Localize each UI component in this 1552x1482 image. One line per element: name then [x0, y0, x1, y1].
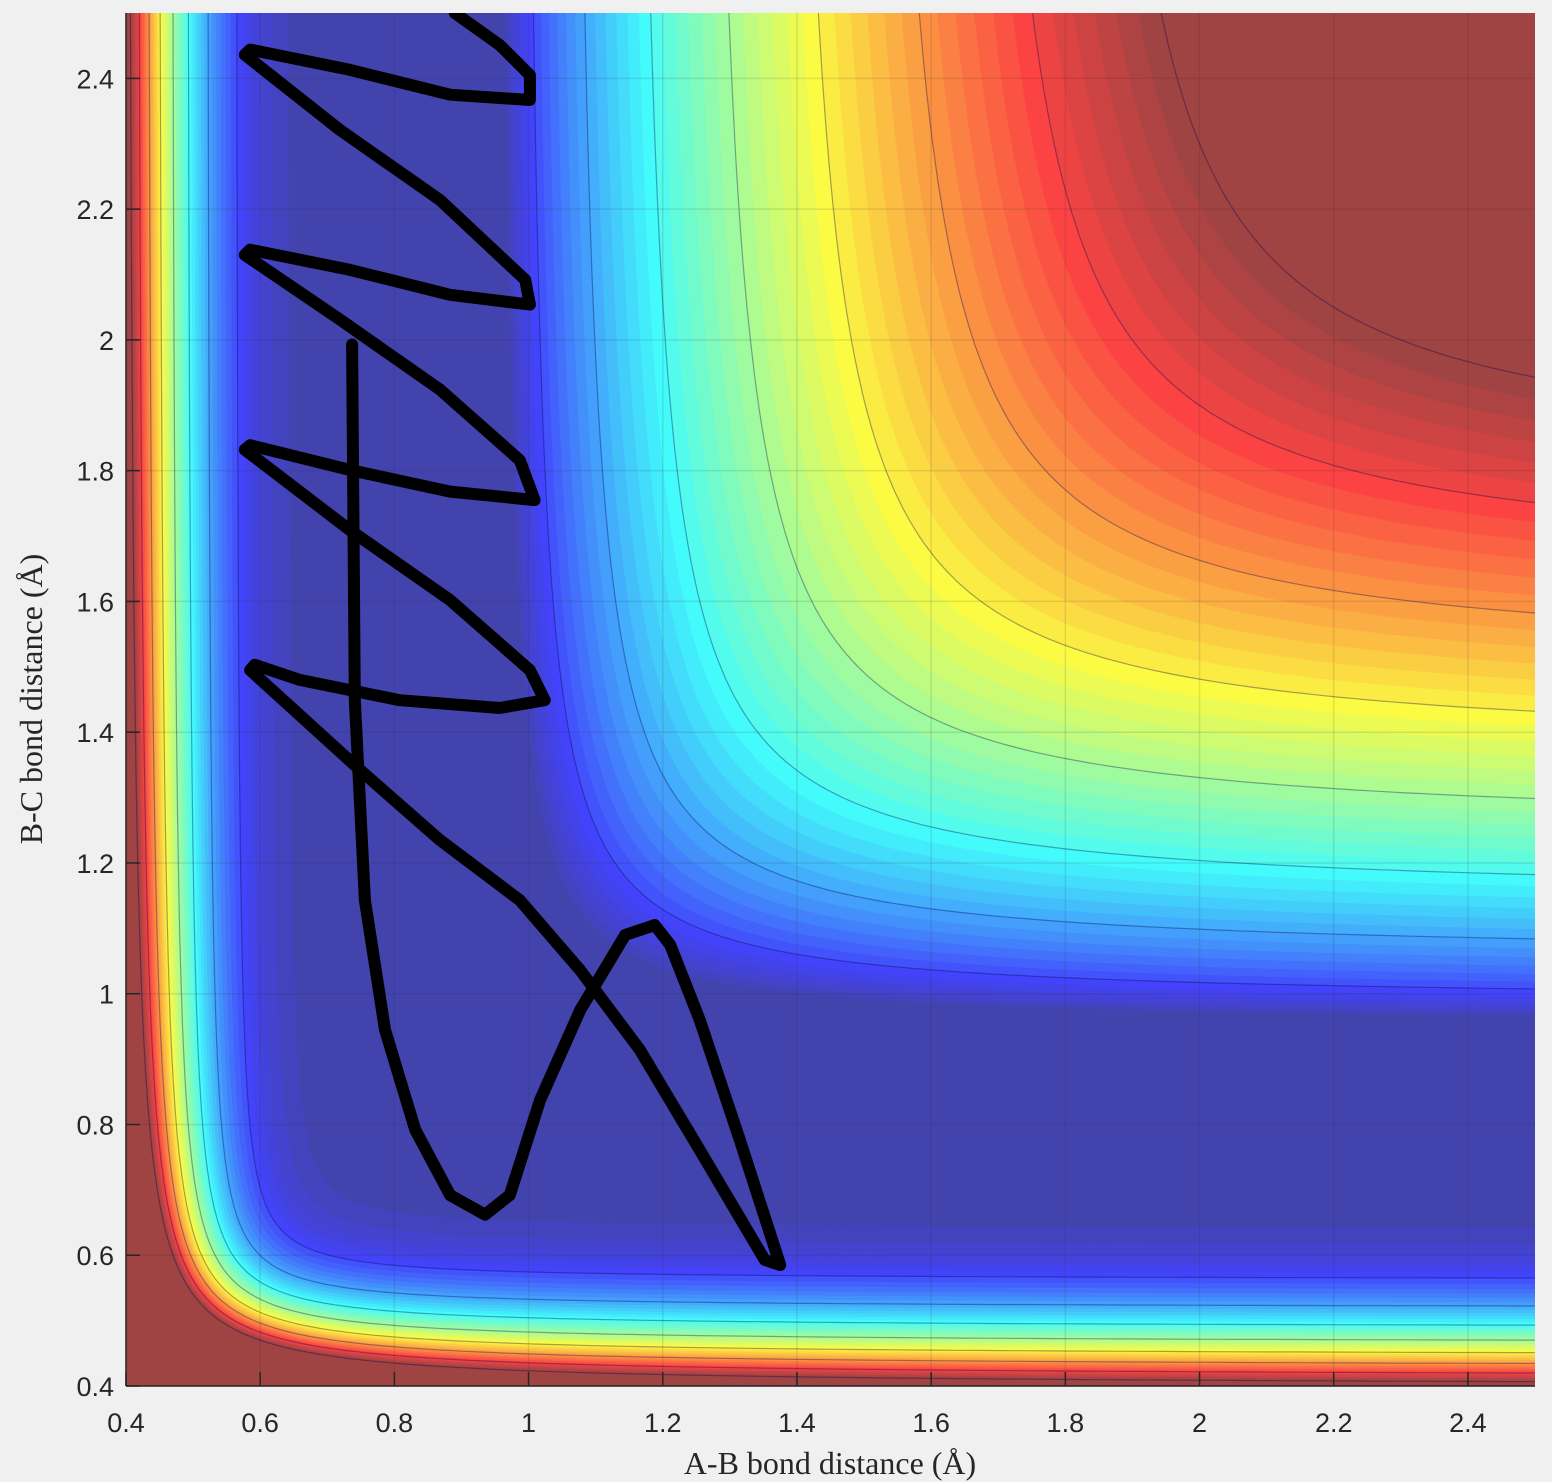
- trajectory-layer: [238, 13, 787, 1271]
- y-tick-label: 1.6: [76, 587, 114, 617]
- trajectory: [238, 13, 787, 1271]
- y-tick-label: 1.4: [76, 718, 114, 748]
- x-tick-label: 1.6: [912, 1408, 950, 1438]
- x-tick-label: 0.4: [107, 1408, 145, 1438]
- x-tick-label: 0.8: [376, 1408, 414, 1438]
- y-tick-label: 2.2: [76, 195, 114, 225]
- y-tick-label: 2.4: [76, 64, 114, 94]
- axes: 0.4 0.6 0.8 1 1.2 1.4 1.6 1.8 2 2.2 2.4 0.4 0.6 0.8 1 1…: [76, 13, 1535, 1438]
- x-tick-label: 2: [1192, 1408, 1207, 1438]
- x-tick-label: 2.2: [1315, 1408, 1353, 1438]
- y-axis-label: B-C bond distance (Å): [13, 554, 49, 845]
- x-tick-label: 0.6: [241, 1408, 279, 1438]
- y-tick-label: 1: [99, 980, 114, 1010]
- y-tick-label: 0.8: [76, 1110, 114, 1140]
- y-tick-label: 1.2: [76, 849, 114, 879]
- y-tick-label: 0.4: [76, 1372, 114, 1402]
- x-tick-label: 1: [521, 1408, 536, 1438]
- x-tick-label: 1.4: [778, 1408, 816, 1438]
- x-tick-label: 1.8: [1047, 1408, 1085, 1438]
- y-tick-label: 2: [99, 326, 114, 356]
- y-tick-label: 1.8: [76, 457, 114, 487]
- x-tick-label: 1.2: [644, 1408, 682, 1438]
- y-tick-label: 0.6: [76, 1241, 114, 1271]
- x-tick-label: 2.4: [1449, 1408, 1487, 1438]
- x-axis-label: A-B bond distance (Å): [684, 1445, 976, 1481]
